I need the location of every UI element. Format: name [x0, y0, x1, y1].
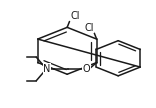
Text: N: N: [44, 64, 51, 74]
Text: Cl: Cl: [70, 11, 80, 21]
Text: O: O: [83, 64, 90, 74]
Text: Cl: Cl: [84, 23, 94, 33]
